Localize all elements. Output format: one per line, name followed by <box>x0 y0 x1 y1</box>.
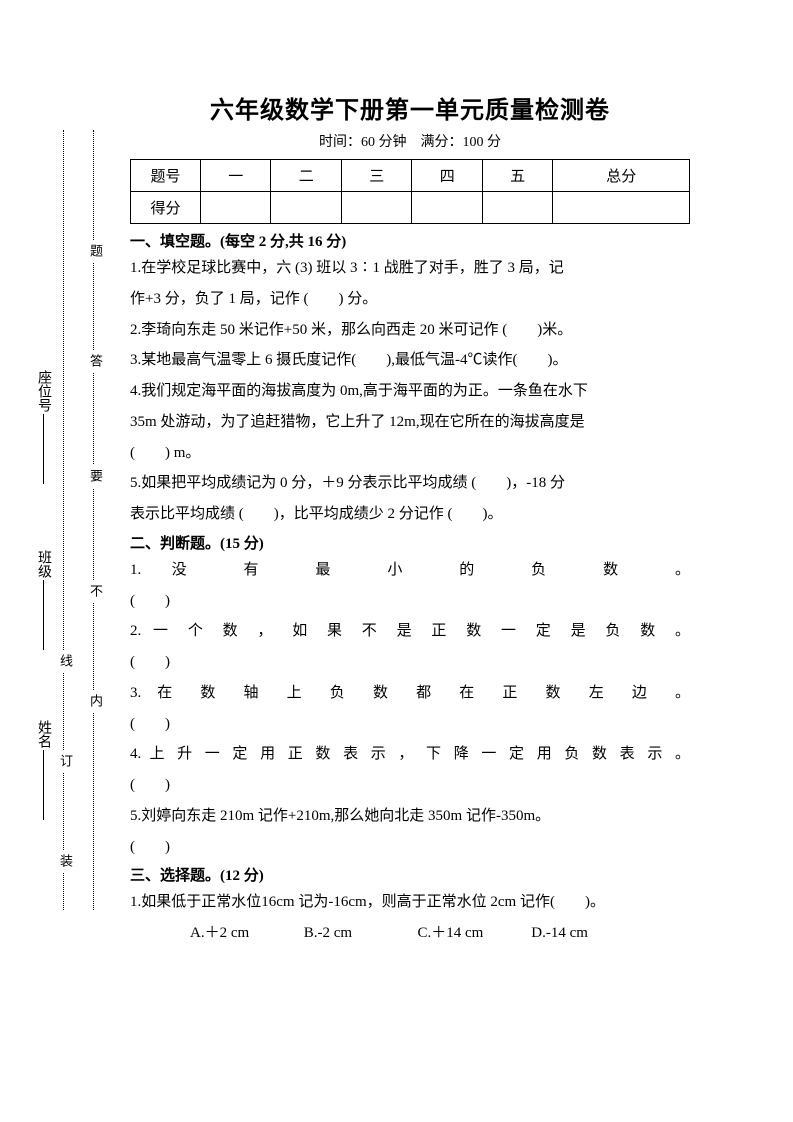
margin-char-ding: 订 <box>56 750 75 773</box>
q5-line2: 表示比平均成绩 ( )，比平均成绩少 2 分记作 ( )。 <box>130 499 690 530</box>
q3: 3.某地最高气温零上 6 摄氏度记作( ),最低气温-4℃读作( )。 <box>130 345 690 376</box>
s2-q4: 4. 上 升 一 定 用 正 数 表 示 ， 下 降 一 定 用 负 数 表 示… <box>130 739 690 770</box>
margin-char-bu: 不 <box>86 580 105 603</box>
q2: 2.李琦向东走 50 米记作+50 米，那么向西走 20 米可记作 ( )米。 <box>130 315 690 346</box>
q1-line2: 作+3 分，负了 1 局，记作 ( ) 分。 <box>130 284 690 315</box>
margin-char-yao: 要 <box>86 465 105 488</box>
seat-underline <box>43 414 44 484</box>
q1-line1: 1.在学校足球比赛中，六 (3) 班以 3∶1 战胜了对手，胜了 3 局，记 <box>130 253 690 284</box>
s2-q4-paren: ( ) <box>130 770 690 801</box>
row-label: 得分 <box>131 192 201 224</box>
col-header: 五 <box>482 160 552 192</box>
s3-q1-choices: A.＋2 cm B.-2 cm C.＋14 cm D.-14 cm <box>130 918 690 949</box>
col-header: 二 <box>271 160 341 192</box>
score-cell <box>553 192 690 224</box>
score-cell <box>412 192 482 224</box>
page-subtitle: 时间：60 分钟 满分：100 分 <box>130 131 690 151</box>
name-label: 姓名 <box>33 720 53 748</box>
page-content: 六年级数学下册第一单元质量检测卷 时间：60 分钟 满分：100 分 题号 一 … <box>130 90 690 949</box>
s2-q1: 1. 没 有 最 小 的 负 数 。 <box>130 555 690 586</box>
choice-c: C.＋14 cm <box>418 918 528 949</box>
table-row: 题号 一 二 三 四 五 总分 <box>131 160 690 192</box>
binding-margin: 题 答 要 不 内 线 订 装 座位号 班级 姓名 <box>55 130 115 910</box>
table-row: 得分 <box>131 192 690 224</box>
section1-head: 一、填空题。(每空 2 分,共 16 分) <box>130 230 690 251</box>
name-field: 姓名 <box>33 720 53 820</box>
class-underline <box>43 580 44 650</box>
s2-q5: 5.刘婷向东走 210m 记作+210m,那么她向北走 350m 记作-350m… <box>130 801 690 832</box>
choice-b: B.-2 cm <box>304 918 414 949</box>
name-underline <box>43 750 44 820</box>
col-header: 三 <box>341 160 411 192</box>
margin-char-xian: 线 <box>56 650 75 673</box>
s2-q5-paren: ( ) <box>130 832 690 863</box>
choice-a: A.＋2 cm <box>190 918 300 949</box>
margin-char-ti: 题 <box>86 240 105 263</box>
margin-char-nei: 内 <box>86 690 105 713</box>
s2-q3: 3. 在 数 轴 上 负 数 都 在 正 数 左 边 。 <box>130 678 690 709</box>
class-label: 班级 <box>33 550 53 578</box>
col-header: 总分 <box>553 160 690 192</box>
seat-label: 座位号 <box>33 370 53 412</box>
col-header: 四 <box>412 160 482 192</box>
seat-field: 座位号 <box>33 370 53 484</box>
score-table: 题号 一 二 三 四 五 总分 得分 <box>130 159 690 224</box>
page-title: 六年级数学下册第一单元质量检测卷 <box>130 90 690 125</box>
score-cell <box>341 192 411 224</box>
q4-line2: 35m 处游动，为了追赶猎物，它上升了 12m,现在它所在的海拔高度是 <box>130 407 690 438</box>
row-label: 题号 <box>131 160 201 192</box>
q4-line1: 4.我们规定海平面的海拔高度为 0m,高于海平面的为正。一条鱼在水下 <box>130 376 690 407</box>
col-header: 一 <box>201 160 271 192</box>
score-cell <box>201 192 271 224</box>
dotted-line-outer <box>63 130 64 910</box>
q4-line3: ( ) m。 <box>130 438 690 469</box>
s2-q1-paren: ( ) <box>130 586 690 617</box>
s2-q2-paren: ( ) <box>130 647 690 678</box>
score-cell <box>482 192 552 224</box>
margin-char-da: 答 <box>86 350 105 373</box>
q5-line1: 5.如果把平均成绩记为 0 分，＋9 分表示比平均成绩 ( )，-18 分 <box>130 468 690 499</box>
s2-q3-paren: ( ) <box>130 709 690 740</box>
s2-q2: 2. 一 个 数 ， 如 果 不 是 正 数 一 定 是 负 数 。 <box>130 616 690 647</box>
choice-d: D.-14 cm <box>531 918 641 949</box>
score-cell <box>271 192 341 224</box>
section3-head: 三、选择题。(12 分) <box>130 864 690 885</box>
margin-char-zhuang: 装 <box>56 850 75 873</box>
section2-head: 二、判断题。(15 分) <box>130 532 690 553</box>
class-field: 班级 <box>33 550 53 650</box>
s3-q1: 1.如果低于正常水位16cm 记为-16cm，则高于正常水位 2cm 记作( )… <box>130 887 690 918</box>
